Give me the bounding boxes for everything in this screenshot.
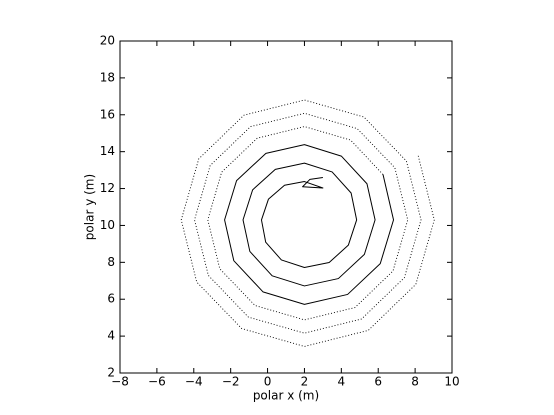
y-tick-label: 10	[100, 218, 115, 232]
trajectory-line	[224, 144, 395, 305]
x-tick-label: 4	[338, 375, 346, 389]
x-tick-label: 10	[444, 375, 459, 389]
y-tick-label: 12	[100, 181, 115, 195]
x-tick-label: −4	[185, 375, 203, 389]
x-tick-label: 8	[411, 375, 419, 389]
y-axis-label: polar y (m)	[83, 174, 97, 240]
x-axis-label: polar x (m)	[253, 389, 319, 403]
y-tick-label: 2	[107, 366, 115, 380]
y-tick-label: 8	[107, 255, 115, 269]
y-tick-label: 4	[107, 329, 115, 343]
x-tick-label: 0	[264, 375, 272, 389]
trajectory-line	[180, 99, 435, 347]
y-tick-label: 14	[100, 144, 115, 158]
x-tick-label: −2	[222, 375, 240, 389]
plot-frame	[119, 40, 453, 374]
x-tick-label: −8	[111, 375, 129, 389]
y-tick-label: 18	[100, 70, 115, 84]
y-tick-label: 16	[100, 107, 115, 121]
x-tick-label: −6	[148, 375, 166, 389]
x-tick-label: 2	[301, 375, 309, 389]
y-tick-label: 20	[100, 34, 115, 48]
y-tick-label: 6	[107, 292, 115, 306]
x-tick-label: 6	[374, 375, 382, 389]
